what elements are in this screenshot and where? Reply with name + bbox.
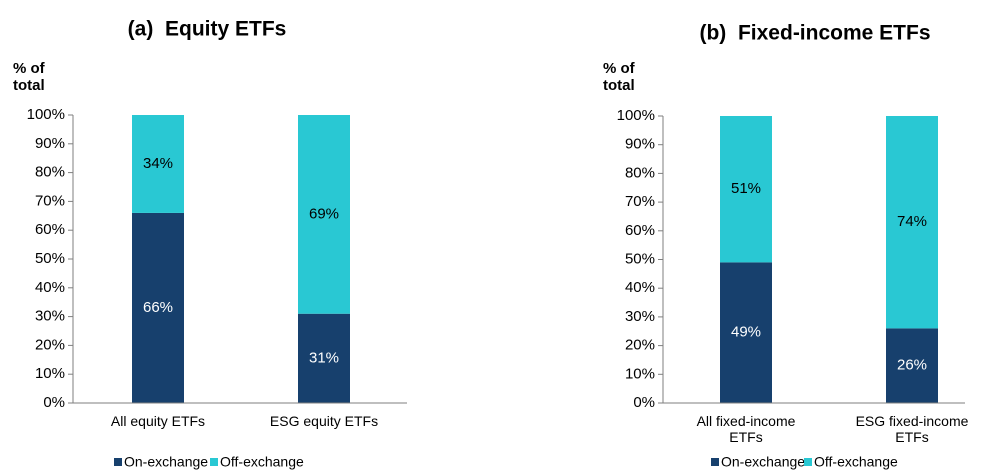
x-tick-label-box: ESG fixed-income ETFs — [855, 413, 969, 445]
y-tick-label: 50% — [625, 250, 655, 267]
value-label: 26% — [897, 357, 927, 374]
legend-label: On-exchange — [721, 454, 805, 470]
y-axis-label: % of total — [13, 60, 45, 94]
bar-segment — [298, 313, 350, 403]
y-axis-label-box: % of total — [603, 60, 635, 94]
y-tick-label: 10% — [625, 365, 655, 382]
bar-segment — [886, 116, 938, 329]
chart-title: (a) Equity ETFs — [128, 18, 287, 41]
y-tick-label: 30% — [625, 308, 655, 325]
y-tick-label: 70% — [625, 193, 655, 210]
y-tick-label: 100% — [27, 106, 65, 123]
value-label: 74% — [897, 213, 927, 230]
y-tick-label: 90% — [35, 135, 65, 152]
y-tick-label: 0% — [633, 394, 655, 411]
y-tick-label: 50% — [35, 250, 65, 267]
bar-segment — [132, 212, 184, 403]
y-axis-label: % of total — [603, 60, 635, 94]
legend-label: On-exchange — [124, 454, 208, 470]
y-tick-label: 60% — [625, 222, 655, 239]
x-tick-label: All equity ETFs — [110, 413, 206, 429]
y-tick-label: 80% — [625, 164, 655, 181]
y-tick-label: 40% — [625, 279, 655, 296]
y-tick-label: 80% — [35, 164, 65, 181]
bar-segment — [132, 115, 184, 213]
legend-swatch — [114, 458, 122, 466]
y-tick-label: 100% — [617, 107, 655, 124]
x-tick-label: All fixed-income ETFs — [696, 413, 796, 445]
y-tick-label: 20% — [625, 337, 655, 354]
y-tick-label: 90% — [625, 136, 655, 153]
y-tick-label: 0% — [43, 394, 65, 411]
value-label: 49% — [731, 324, 761, 341]
y-tick-label: 60% — [35, 221, 65, 238]
legend-swatch — [210, 458, 218, 466]
y-tick-label: 20% — [35, 336, 65, 353]
y-tick-label: 10% — [35, 365, 65, 382]
x-tick-label-box: All fixed-income ETFs — [696, 413, 796, 445]
bar-segment — [720, 262, 772, 403]
legend-label: Off-exchange — [220, 454, 304, 470]
y-tick-label: 30% — [35, 308, 65, 325]
value-label: 66% — [143, 299, 173, 316]
chart-title: (b) Fixed-income ETFs — [699, 22, 930, 45]
legend-swatch — [711, 458, 719, 466]
bar-segment — [298, 115, 350, 314]
y-tick-label: 70% — [35, 192, 65, 209]
bar-segment — [886, 328, 938, 403]
value-label: 51% — [731, 180, 761, 197]
value-label: 34% — [143, 155, 173, 172]
legend-swatch — [804, 458, 812, 466]
value-label: 69% — [309, 205, 339, 222]
x-tick-label: ESG equity ETFs — [269, 413, 379, 429]
x-tick-label-box: ESG equity ETFs — [269, 413, 379, 429]
y-axis-label-box: % of total — [13, 60, 45, 94]
value-label: 31% — [309, 349, 339, 366]
x-tick-label: ESG fixed-income ETFs — [855, 413, 969, 445]
legend-label: Off-exchange — [814, 454, 898, 470]
y-tick-label: 40% — [35, 279, 65, 296]
x-tick-label-box: All equity ETFs — [110, 413, 206, 429]
bar-segment — [720, 116, 772, 263]
